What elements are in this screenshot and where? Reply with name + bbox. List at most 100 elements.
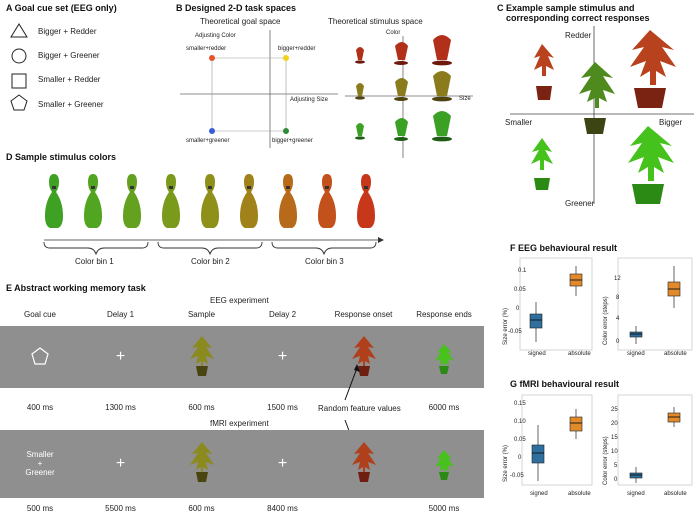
eeg-size-cat-signed: signed xyxy=(528,351,546,357)
stimulus-space-title: Theoretical stimulus space xyxy=(328,17,423,26)
corner-dot-br xyxy=(283,128,289,134)
fmri-color-tick-6: 0 xyxy=(614,477,618,483)
color-bin-2: Color bin 2 xyxy=(191,257,230,266)
smaller-label: Smaller xyxy=(505,118,533,127)
pin-band-8 xyxy=(325,186,329,189)
eeg-color-ylabel: Color error (steps) xyxy=(603,296,609,345)
fmri-color-tick-1: 25 xyxy=(611,407,618,413)
eeg-goal-cue-frame xyxy=(0,326,81,388)
greener-label: Greener xyxy=(565,199,595,208)
fmri-size-tick-3: 0.05 xyxy=(514,437,526,443)
fmri-timeline-strip: Smaller + Greener + + xyxy=(0,430,484,498)
fmri-cue-plus: + xyxy=(37,459,43,468)
stimulus-space-diagram xyxy=(345,35,473,158)
random-feature-label: Random feature values xyxy=(318,404,401,413)
fmri-experiment-label: fMRI experiment xyxy=(210,419,269,428)
fmri-color-tick-5: 5 xyxy=(614,463,618,469)
corner-label-bl: smaller+greener xyxy=(186,138,230,144)
pin-band-9 xyxy=(364,186,368,189)
fmri-color-tick-2: 20 xyxy=(611,421,618,427)
eeg-sample-frame xyxy=(161,326,243,388)
fmri-color-signed-box xyxy=(629,467,643,483)
panel-f-title: F EEG behavioural result xyxy=(510,243,618,253)
circle-icon xyxy=(11,48,27,64)
color-pin-2 xyxy=(84,174,102,228)
panel-a-title: A Goal cue set (EEG only) xyxy=(6,3,117,13)
fmri-color-cat-absolute: absolute xyxy=(664,491,687,497)
eeg-color-tick-1: 12 xyxy=(614,276,621,282)
fmri-time-sample: 600 ms xyxy=(188,504,215,513)
fmri-size-tick-2: 0.10 xyxy=(514,419,526,425)
eeg-color-cat-signed: signed xyxy=(627,351,645,357)
adjusting-size-label: Adjusting Size xyxy=(290,97,329,103)
pin-band-4 xyxy=(169,186,173,189)
fmri-time-goal-cue: 500 ms xyxy=(26,504,54,513)
redder-label: Redder xyxy=(565,31,592,40)
eeg-size-ylabel: Size error (%) xyxy=(503,307,509,345)
eeg-delay-1-frame: + xyxy=(80,326,162,388)
fmri-size-cat-signed: signed xyxy=(530,491,548,497)
plant-bigger-redder xyxy=(630,30,676,108)
eeg-response-ends-frame xyxy=(404,326,484,388)
fmri-size-tick-1: 0.15 xyxy=(514,401,526,407)
fmri-size-ylabel: Size error (%) xyxy=(503,444,509,482)
plant-smaller-greener xyxy=(531,138,553,190)
eeg-time-goal-cue: 400 ms xyxy=(26,403,54,412)
eeg-time-delay-2: 1500 ms xyxy=(267,403,298,412)
pin-band-6 xyxy=(247,186,251,189)
stimulus-red-small xyxy=(355,47,365,64)
fmri-color-ylabel: Color error (steps) xyxy=(603,436,609,485)
eeg-size-tick-2: 0.05 xyxy=(514,287,526,293)
header-response-ends: Response ends xyxy=(416,310,472,319)
bigger-label: Bigger xyxy=(659,118,683,127)
response-plant-red-icon xyxy=(352,336,376,376)
eeg-size-tick-1: 0.1 xyxy=(518,268,527,274)
fmri-delay-2-frame: + xyxy=(242,430,324,498)
panel-c-title: C Example sample stimulus and xyxy=(497,3,635,13)
fmri-time-delay-1: 5500 ms xyxy=(105,504,136,513)
color-axis-label: Color xyxy=(386,30,401,36)
pentagon-cue-icon xyxy=(31,347,49,365)
stimulus-red-large xyxy=(432,35,452,66)
eeg-time-response: 6000 ms xyxy=(428,403,460,412)
stimulus-red-medium xyxy=(394,42,408,65)
pin-band-5 xyxy=(208,186,212,189)
color-pin-1 xyxy=(45,174,63,228)
eeg-color-tick-4: 0 xyxy=(616,339,620,345)
plant-bigger-greener xyxy=(628,126,674,204)
cue-label-1: Bigger + Redder xyxy=(38,27,97,36)
fmri-time-response: 5000 ms xyxy=(428,504,460,513)
pin-band-2 xyxy=(91,186,95,189)
eeg-size-tick-3: 0 xyxy=(516,306,520,312)
fmri-goal-cue-frame: Smaller + Greener xyxy=(0,430,81,498)
fmri-response-ends-frame xyxy=(404,430,484,498)
bin-brace-2 xyxy=(157,241,263,256)
fmri-size-tick-4: 0 xyxy=(518,455,522,461)
corner-dot-tl xyxy=(209,55,215,61)
color-pin-5 xyxy=(201,174,219,228)
header-goal-cue: Goal cue xyxy=(23,310,57,319)
panel-b-title: B Designed 2-D task spaces xyxy=(176,3,297,13)
goal-space-title: Theoretical goal space xyxy=(200,17,281,26)
corner-dot-tr xyxy=(283,55,289,61)
stimulus-green-medium xyxy=(394,118,408,141)
stimulus-green-small xyxy=(355,123,365,140)
pin-band-1 xyxy=(52,186,56,189)
color-pin-4 xyxy=(162,174,180,228)
eeg-size-tick-4: -0.05 xyxy=(508,329,522,335)
panel-d-title: D Sample stimulus colors xyxy=(6,152,117,162)
fmri-size-tick-5: -0.05 xyxy=(510,473,524,479)
header-response-onset: Response onset xyxy=(334,310,393,319)
fmri-color-tick-3: 15 xyxy=(611,435,618,441)
header-sample: Sample xyxy=(187,310,216,319)
goal-space-diagram xyxy=(180,30,338,148)
cue-label-4: Smaller + Greener xyxy=(38,100,104,109)
panel-e-title: E Abstract working memory task xyxy=(6,283,146,293)
sample-plant-icon xyxy=(190,336,214,376)
fmri-response-onset-frame xyxy=(323,430,405,498)
plant-smaller-redder xyxy=(534,44,554,100)
fmri-time-delay-2: 8400 ms xyxy=(267,504,298,513)
corner-label-tl: smaller+redder xyxy=(186,46,227,52)
square-icon xyxy=(11,73,27,89)
pentagon-icon xyxy=(10,94,28,111)
